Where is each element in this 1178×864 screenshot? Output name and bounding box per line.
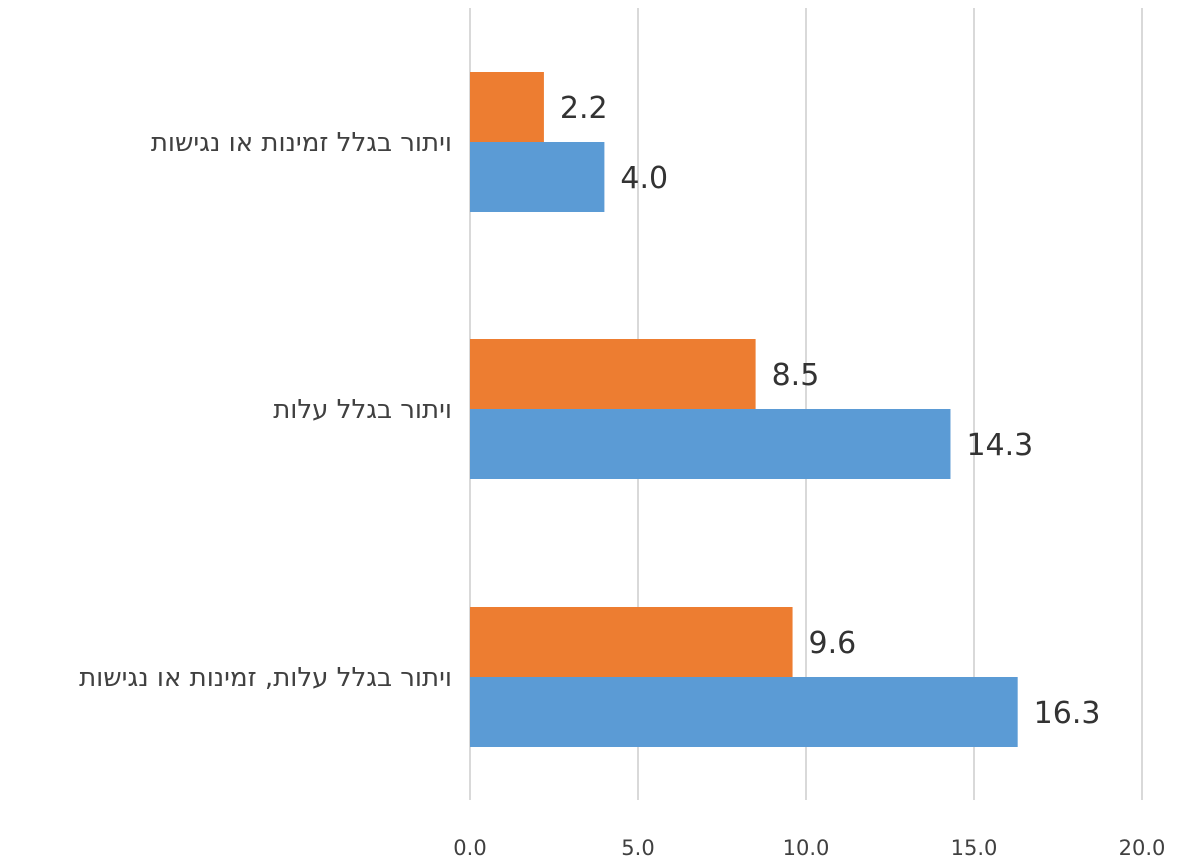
data-label: 2.2: [560, 91, 608, 126]
bar: [470, 339, 756, 409]
bars: [470, 72, 1018, 747]
x-tick-label: 5.0: [621, 836, 654, 860]
x-tick-label: 10.0: [783, 836, 830, 860]
bar: [470, 607, 793, 677]
category-label: ויתור בגלל עלות, זמינות או נגישות: [79, 663, 452, 693]
data-label: 4.0: [620, 161, 668, 196]
x-axis-tick-labels: 0.0 5.0 10.0 15.0 20.0: [453, 836, 1165, 860]
x-tick-label: 0.0: [453, 836, 486, 860]
bar: [470, 677, 1018, 747]
data-label: 9.6: [809, 626, 857, 661]
data-label: 16.3: [1034, 696, 1101, 731]
data-label: 14.3: [966, 428, 1033, 463]
data-label: 8.5: [772, 358, 820, 393]
category-label: ויתור בגלל זמינות או נגישות: [151, 128, 452, 158]
category-label: ויתור בגלל עלות: [273, 395, 452, 425]
bar: [470, 72, 544, 142]
bar: [470, 142, 605, 212]
x-tick-label: 20.0: [1119, 836, 1166, 860]
category-labels: ויתור בגלל זמינות או נגישות ויתור בגלל על…: [79, 128, 452, 693]
data-labels: 2.2 4.0 8.5 14.3 9.6 16.3: [560, 91, 1101, 731]
bar: [470, 409, 951, 479]
x-tick-label: 15.0: [951, 836, 998, 860]
